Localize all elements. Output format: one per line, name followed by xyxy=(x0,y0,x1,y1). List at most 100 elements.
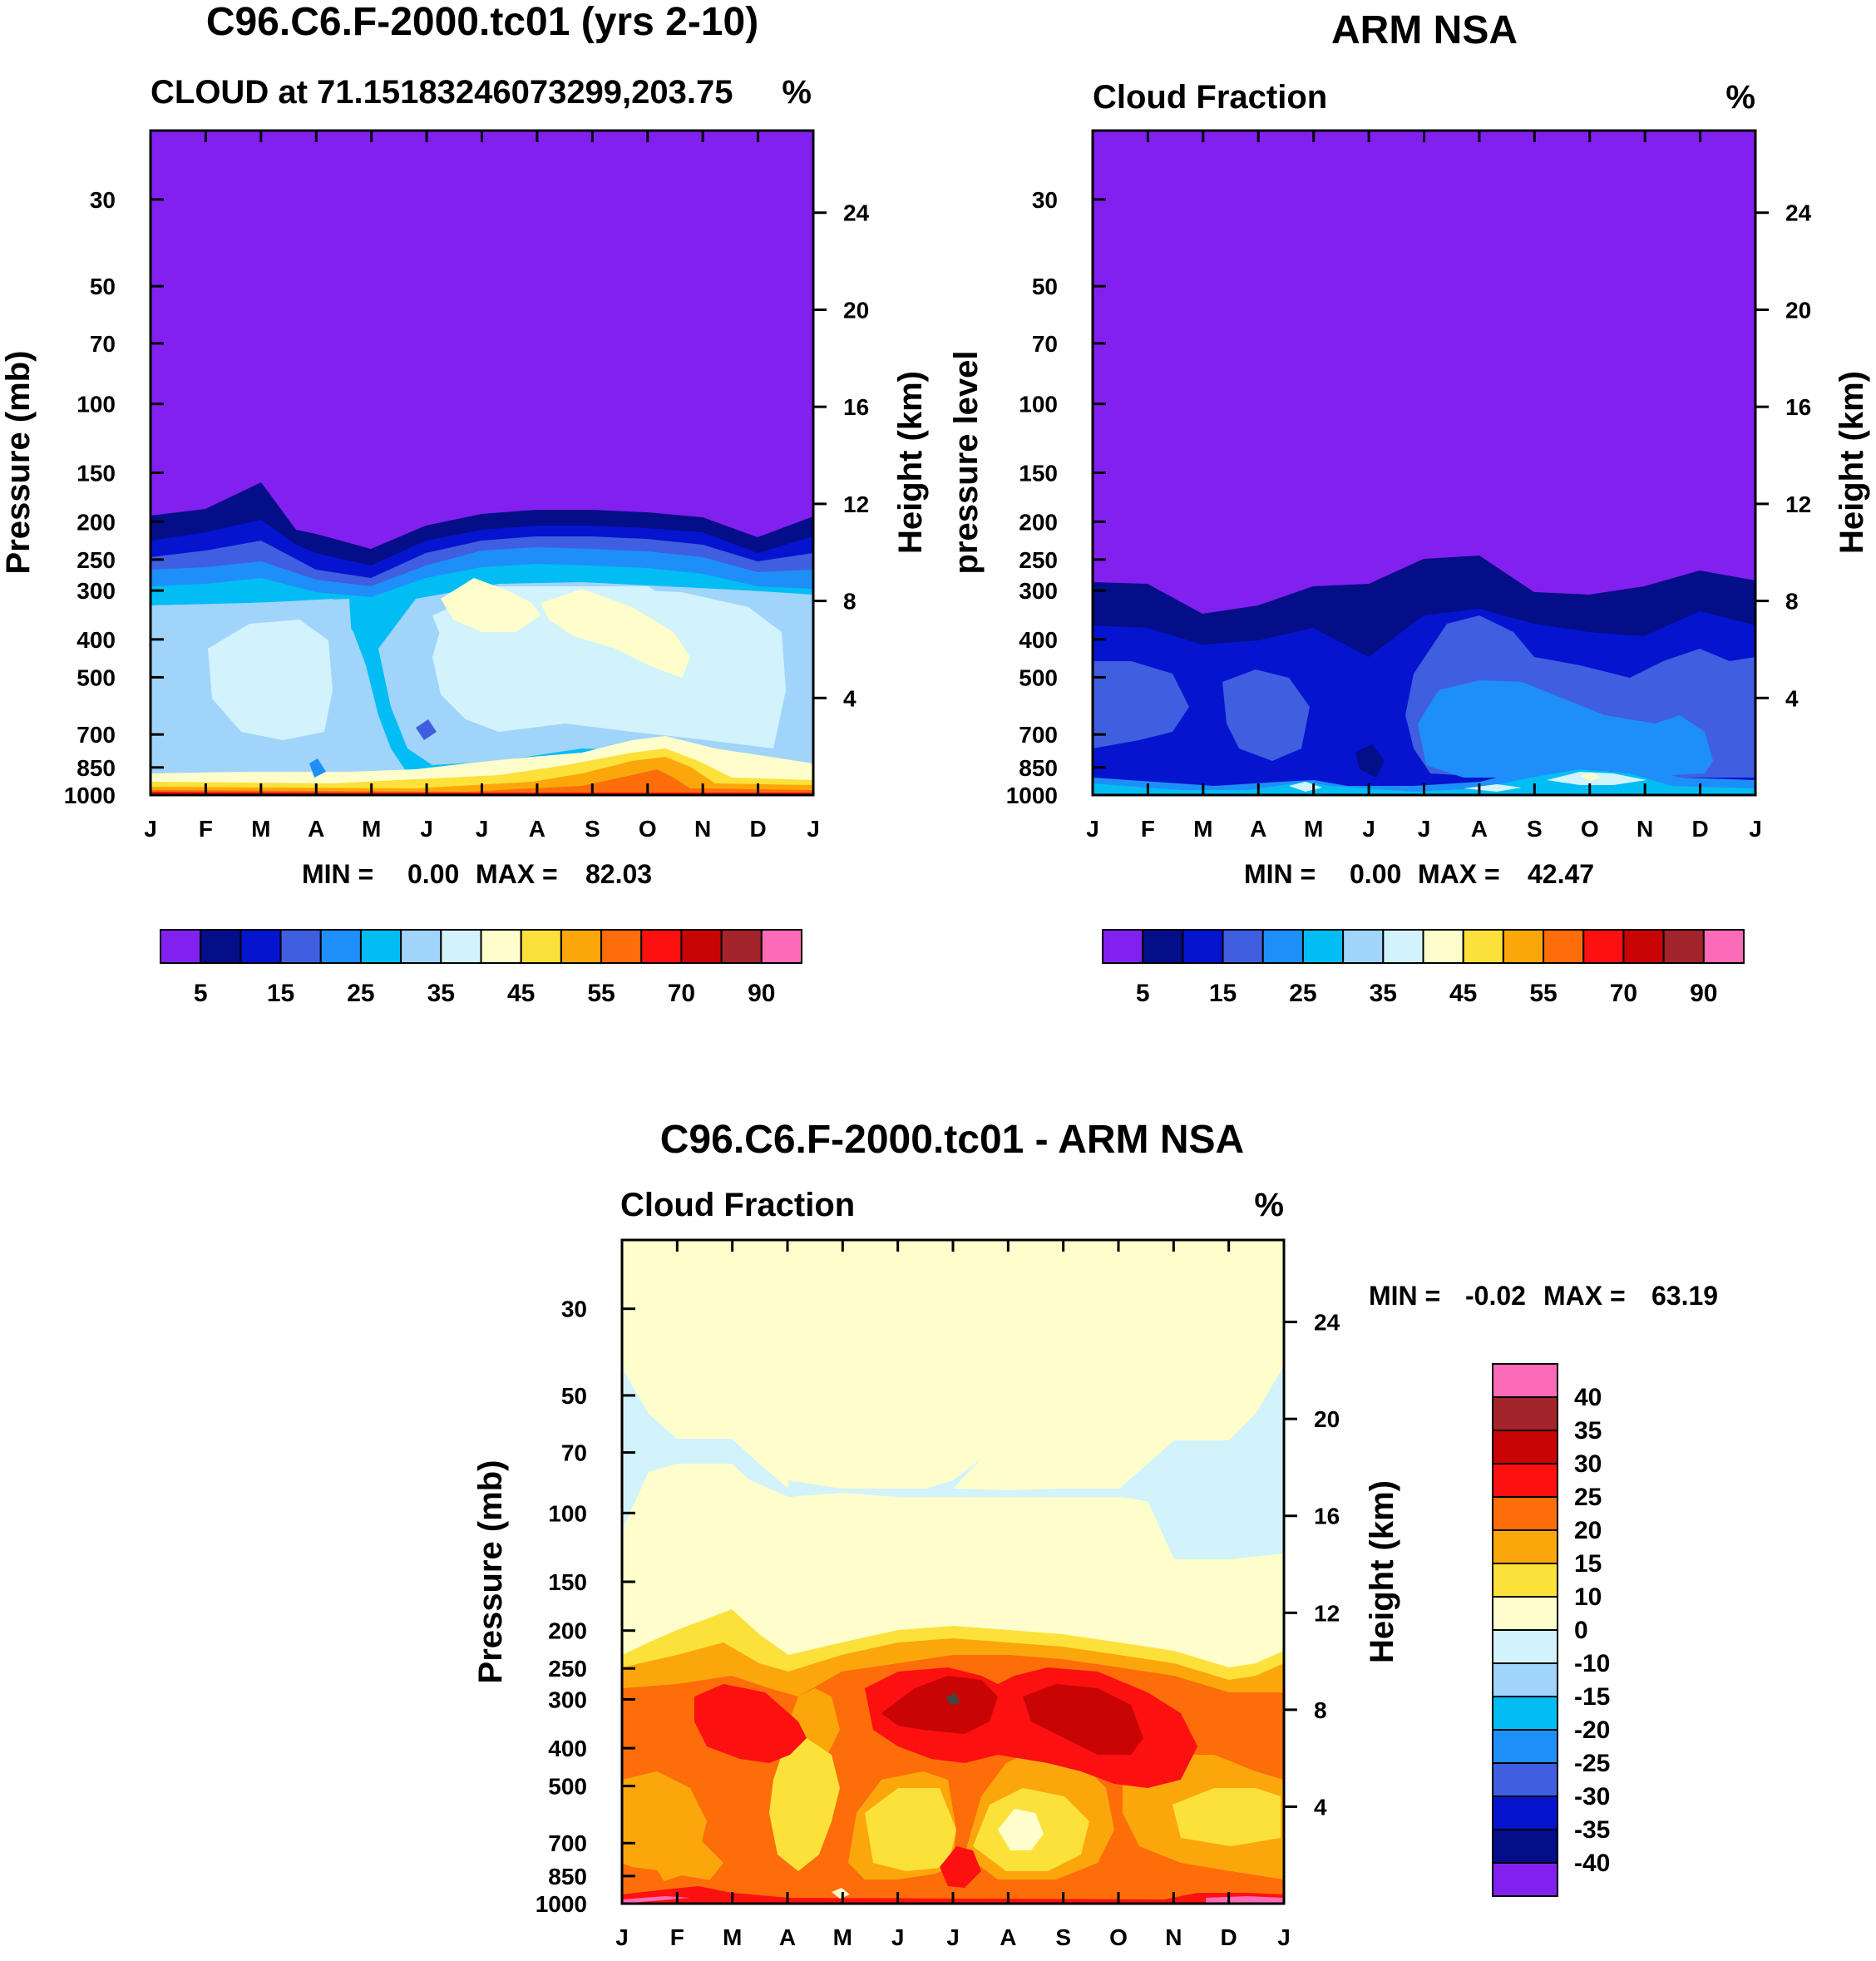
x-tick-label: J xyxy=(420,816,433,842)
x-tick-label: O xyxy=(1581,816,1599,842)
y-tick-label: 250 xyxy=(548,1656,587,1682)
stats-min-value: 0.00 xyxy=(407,859,459,889)
stats-label: MIN = 0.00 MAX = 82.03 xyxy=(302,859,652,889)
y2-tick-label: 20 xyxy=(843,297,869,323)
colorbar-label: 40 xyxy=(1574,1384,1602,1411)
colorbar-swatch xyxy=(160,929,202,964)
x-tick-label: J xyxy=(1086,816,1099,842)
colorbar-label: 70 xyxy=(1610,980,1637,1007)
colorbar-swatch xyxy=(600,929,643,964)
stats-max-label: MAX = xyxy=(1543,1281,1626,1311)
colorbar-label: 35 xyxy=(427,980,455,1007)
colorbar-label: -15 xyxy=(1574,1683,1610,1711)
colorbar-label: -30 xyxy=(1574,1783,1610,1810)
y2-tick-label: 20 xyxy=(1785,297,1811,323)
y2-tick-label: 4 xyxy=(843,685,857,711)
colorbar-label: 25 xyxy=(1574,1484,1602,1511)
colorbar-swatch xyxy=(1422,929,1464,964)
colorbar-swatch xyxy=(1492,1829,1558,1864)
x-tick-label: J xyxy=(946,1924,960,1950)
colorbar-label: -40 xyxy=(1574,1850,1610,1877)
colorbar-swatch xyxy=(1142,929,1184,964)
panel-observation: ARM NSA Cloud Fraction % J F M A M J J A S O N D J 30… xyxy=(948,8,1870,1007)
colorbar-swatch xyxy=(1492,1762,1558,1797)
y-tick-label: 1000 xyxy=(1006,783,1058,808)
y2-tick-label: 16 xyxy=(1314,1504,1340,1529)
colorbar-swatch xyxy=(1492,1662,1558,1697)
colorbar-label: -25 xyxy=(1574,1750,1610,1777)
colorbar-swatch xyxy=(1492,1396,1558,1431)
colorbar-swatch xyxy=(1492,1862,1558,1897)
colorbar-swatch xyxy=(1662,929,1705,964)
x-tick-label: F xyxy=(199,816,213,842)
colorbar-label: 5 xyxy=(194,980,208,1007)
y-tick-label: 50 xyxy=(561,1383,587,1409)
panel-subtitle: Cloud Fraction xyxy=(1093,79,1327,116)
colorbar-label: -20 xyxy=(1574,1716,1610,1744)
x-tick-label: F xyxy=(1141,816,1155,842)
x-tick-label: J xyxy=(144,816,157,842)
x-tick-label: M xyxy=(1304,816,1323,842)
x-tick-label: J xyxy=(1277,1924,1291,1950)
panel-subtitle: Cloud Fraction xyxy=(620,1187,855,1223)
colorbar-swatch xyxy=(279,929,322,964)
y-tick-label: 200 xyxy=(77,509,116,535)
colorbar-swatch xyxy=(1492,1496,1558,1531)
stats-min-label: MIN = xyxy=(1244,859,1316,889)
x-tick-label: M xyxy=(833,1924,852,1950)
x-tick-label: A xyxy=(1250,816,1266,842)
panel-title: C96.C6.F-2000.tc01 - ARM NSA xyxy=(660,1118,1244,1162)
colorbar: 5 15 25 35 45 55 70 90 xyxy=(160,929,802,1007)
colorbar-swatch xyxy=(680,929,723,964)
panel-subtitle: CLOUD at 71.15183246073299,203.75 xyxy=(151,74,733,111)
colorbar-label: 15 xyxy=(267,980,294,1007)
y2-tick-label: 16 xyxy=(843,394,869,420)
colorbar-swatch xyxy=(400,929,442,964)
y-axis-label: Pressure (mb) xyxy=(472,1460,509,1684)
y-tick-label: 30 xyxy=(90,187,116,213)
y-tick-label: 850 xyxy=(1019,755,1058,781)
x-tick-label: J xyxy=(1749,816,1762,842)
y-tick-label: 700 xyxy=(548,1830,587,1856)
y2-tick-label: 12 xyxy=(1314,1600,1340,1626)
colorbar-swatch xyxy=(1492,1463,1558,1498)
stats-max-value: 63.19 xyxy=(1651,1281,1718,1311)
y-tick-label: 500 xyxy=(548,1774,587,1800)
x-tick-label: J xyxy=(807,816,820,842)
colorbar-label: 35 xyxy=(1574,1417,1602,1445)
colorbar-swatch xyxy=(1492,1363,1558,1398)
y-tick-label: 70 xyxy=(90,331,116,357)
colorbar-label: 45 xyxy=(1449,980,1477,1007)
y2-tick-label: 4 xyxy=(1314,1794,1327,1820)
contour-field xyxy=(622,1240,1284,1904)
stats-min-label: MIN = xyxy=(302,859,373,889)
axes: J F M A M J J A S O N D J 30 50 70 100 150 200 250 300 400 500… xyxy=(64,131,870,842)
colorbar-swatch xyxy=(1492,1596,1558,1631)
x-tick-label: A xyxy=(779,1924,796,1950)
colorbar-swatch xyxy=(1301,929,1345,964)
x-tick-label: M xyxy=(1193,816,1212,842)
colorbar-label: 10 xyxy=(1574,1583,1602,1611)
stats-max-value: 42.47 xyxy=(1528,859,1594,889)
y-tick-label: 70 xyxy=(1032,331,1058,357)
y-tick-label: 50 xyxy=(1032,274,1058,299)
units-label: % xyxy=(1254,1187,1284,1223)
y-tick-label: 30 xyxy=(561,1297,587,1322)
colorbar-swatch xyxy=(1492,1529,1558,1564)
contour-field xyxy=(1093,131,1755,795)
axes: J F M A M J J A S O N D J 30 50 70 100 150 200 250 300 400 500… xyxy=(1006,131,1812,842)
x-tick-label: F xyxy=(670,1924,684,1950)
colorbar-swatch xyxy=(359,929,402,964)
colorbar-label: 20 xyxy=(1574,1517,1602,1544)
y2-tick-label: 12 xyxy=(1785,491,1811,517)
colorbar-label: -35 xyxy=(1574,1816,1610,1844)
y-tick-label: 850 xyxy=(77,755,116,781)
x-tick-label: O xyxy=(639,816,657,842)
y2-axis-label: Height (km) xyxy=(892,371,929,554)
y-tick-label: 250 xyxy=(1019,547,1058,573)
y-tick-label: 70 xyxy=(561,1440,587,1466)
colorbar-swatch xyxy=(1342,929,1385,964)
y2-tick-label: 4 xyxy=(1785,685,1799,711)
colorbar-swatch xyxy=(480,929,522,964)
y-axis-label: Pressure (mb) xyxy=(0,351,37,575)
